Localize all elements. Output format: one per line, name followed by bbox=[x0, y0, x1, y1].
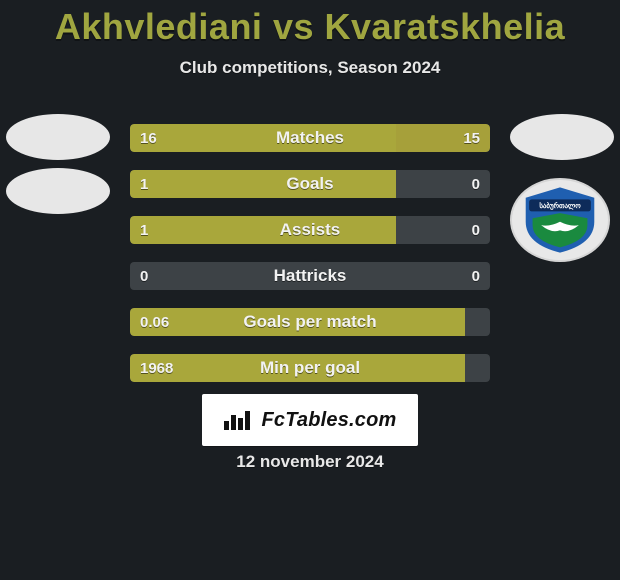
stat-value-left: 1 bbox=[140, 216, 148, 244]
stat-row: 10Assists bbox=[130, 216, 490, 244]
stat-row: 1615Matches bbox=[130, 124, 490, 152]
stat-value-right: 0 bbox=[472, 170, 480, 198]
page-subtitle: Club competitions, Season 2024 bbox=[0, 58, 620, 78]
comparison-infographic: Akhvlediani vs Kvaratskhelia Club compet… bbox=[0, 0, 620, 580]
stat-row: 10Goals bbox=[130, 170, 490, 198]
bar-chart-icon bbox=[223, 409, 253, 431]
bar-track bbox=[130, 262, 490, 290]
date-text: 12 november 2024 bbox=[0, 452, 620, 472]
player-left-badge-2 bbox=[6, 168, 110, 214]
club-crest-right: საბურთალო bbox=[510, 178, 610, 262]
stat-value-left: 0 bbox=[140, 262, 148, 290]
stat-value-right: 0 bbox=[472, 262, 480, 290]
stat-value-left: 0.06 bbox=[140, 308, 169, 336]
stat-row: 1968Min per goal bbox=[130, 354, 490, 382]
shield-icon: საბურთალო bbox=[516, 184, 604, 256]
stat-value-left: 1 bbox=[140, 170, 148, 198]
stat-value-left: 16 bbox=[140, 124, 157, 152]
stats-bars: 1615Matches10Goals10Assists00Hattricks0.… bbox=[130, 124, 490, 400]
stat-value-right: 0 bbox=[472, 216, 480, 244]
logo-text: FcTables.com bbox=[261, 409, 396, 432]
bar-left-fill bbox=[130, 216, 396, 244]
bar-left-fill bbox=[130, 124, 396, 152]
crest-banner-text: საბურთალო bbox=[539, 201, 581, 210]
stat-value-left: 1968 bbox=[140, 354, 173, 382]
logo-box: FcTables.com bbox=[202, 394, 418, 446]
player-right-badge-1 bbox=[510, 114, 614, 160]
bar-left-fill bbox=[130, 308, 465, 336]
stat-row: 00Hattricks bbox=[130, 262, 490, 290]
player-left-badge-1 bbox=[6, 114, 110, 160]
stat-value-right: 15 bbox=[463, 124, 480, 152]
page-title: Akhvlediani vs Kvaratskhelia bbox=[0, 0, 620, 48]
stat-row: 0.06Goals per match bbox=[130, 308, 490, 336]
bar-left-fill bbox=[130, 354, 465, 382]
bar-left-fill bbox=[130, 170, 396, 198]
